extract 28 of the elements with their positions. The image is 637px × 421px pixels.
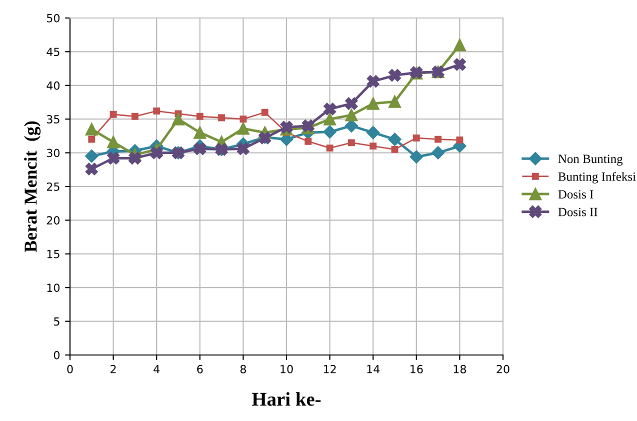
y-tick-label: 35 [46, 115, 60, 124]
y-tick-label: 45 [46, 48, 60, 56]
y-tick-label: 50 [46, 14, 60, 22]
y-tick-label: 10 [47, 284, 60, 292]
x-tick-label: 18 [454, 364, 466, 374]
x-tick-label: 6 [197, 364, 203, 374]
x-tick-label: 10 [280, 364, 293, 374]
x-tick-label: 16 [410, 364, 423, 374]
legend-label: Bunting Infeksi [558, 172, 636, 184]
y-tick-label: 30 [46, 148, 60, 158]
legend-label: Dosis II [558, 208, 598, 216]
y-tick-label: 15 [47, 250, 60, 258]
x-tick-label: 14 [367, 365, 380, 374]
y-tick-label: 40 [46, 81, 60, 90]
x-tick-label: 2 [110, 364, 116, 374]
y-tick-label: 25 [46, 182, 60, 191]
x-axis-title: Hari ke- [252, 392, 321, 406]
x-tick-label: 4 [154, 365, 160, 374]
y-tick-label: 20 [46, 216, 60, 225]
x-tick-label: 20 [496, 364, 510, 374]
x-tick-label: 8 [240, 364, 246, 374]
y-tick-label: 0 [54, 350, 60, 360]
y-axis-title: Berat Mencit (g) [24, 121, 41, 252]
x-tick-label: 0 [67, 364, 73, 374]
x-tick-label: 12 [324, 364, 336, 374]
legend-label: Dosis I [558, 190, 594, 199]
legend-label: Non Bunting [558, 154, 623, 166]
y-tick-label: 5 [54, 317, 60, 326]
